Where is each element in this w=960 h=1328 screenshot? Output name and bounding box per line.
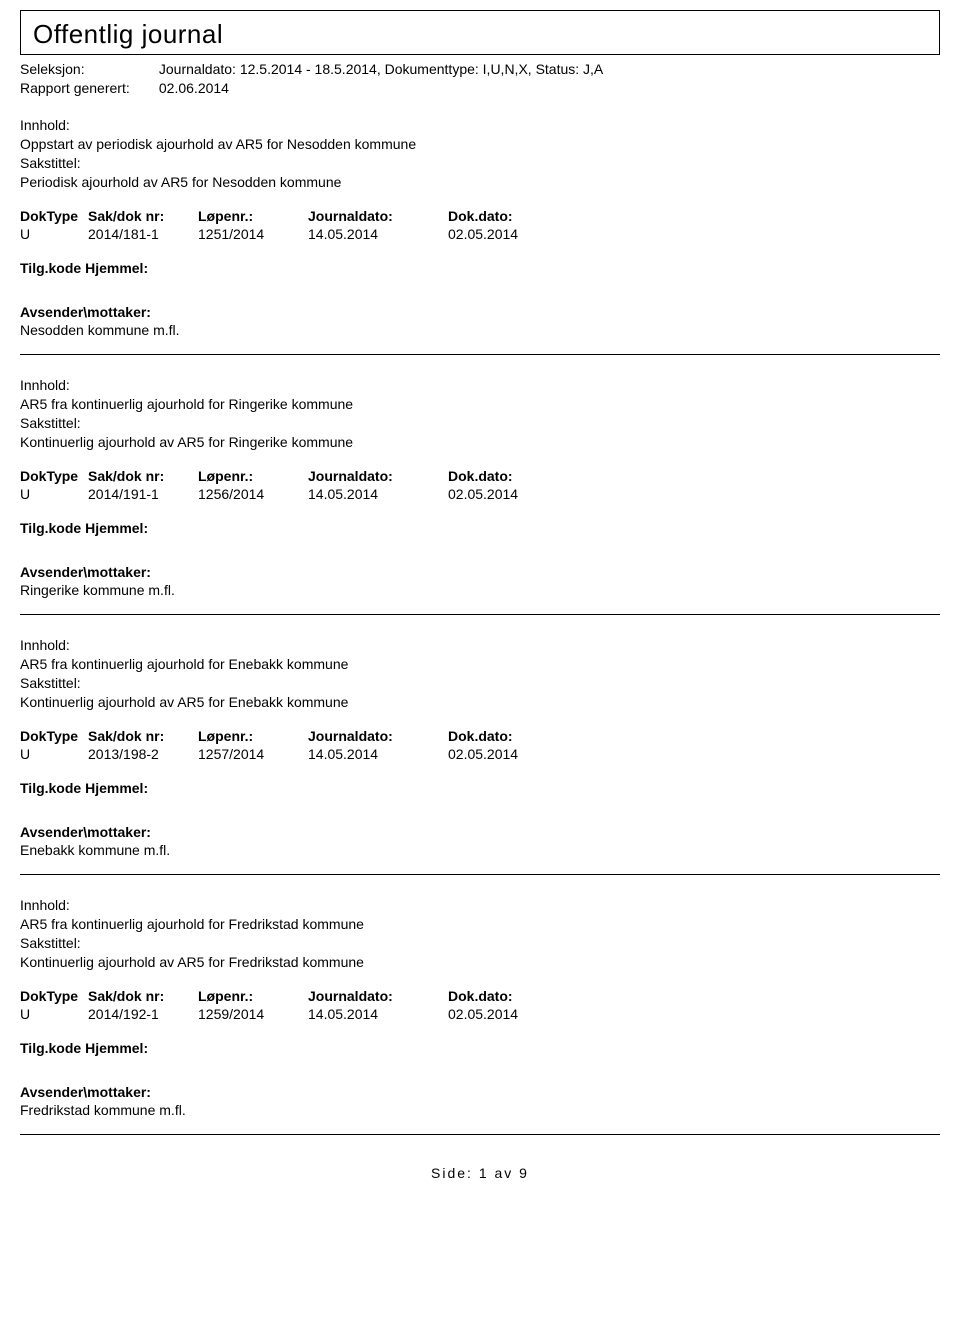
cell-dokdato: 02.05.2014: [448, 486, 558, 502]
avsender-text: Enebakk kommune m.fl.: [20, 842, 940, 858]
entry-table-headers: DokType Sak/dok nr: Løpenr.: Journaldato…: [20, 208, 940, 224]
header-journaldato: Journaldato:: [308, 728, 448, 744]
innhold-label: Innhold:: [20, 117, 940, 133]
sakstittel-label: Sakstittel:: [20, 415, 940, 431]
header-dokdato: Dok.dato:: [448, 208, 558, 224]
entry-table-headers: DokType Sak/dok nr: Løpenr.: Journaldato…: [20, 468, 940, 484]
innhold-text: AR5 fra kontinuerlig ajourhold for Eneba…: [20, 656, 940, 672]
header-journaldato: Journaldato:: [308, 208, 448, 224]
page-title: Offentlig journal: [33, 19, 927, 50]
header-lopenr: Løpenr.:: [198, 988, 308, 1004]
entry-table-row: U 2014/192-1 1259/2014 14.05.2014 02.05.…: [20, 1006, 940, 1022]
rapport-value: 02.06.2014: [159, 80, 229, 96]
avsender-text: Fredrikstad kommune m.fl.: [20, 1102, 940, 1118]
journal-entry: Innhold: AR5 fra kontinuerlig ajourhold …: [20, 615, 940, 875]
cell-sakdoknr: 2014/192-1: [88, 1006, 198, 1022]
cell-sakdoknr: 2014/181-1: [88, 226, 198, 242]
rapport-label: Rapport generert:: [20, 80, 155, 96]
sakstittel-text: Kontinuerlig ajourhold av AR5 for Enebak…: [20, 694, 940, 710]
seleksjon-value: Journaldato: 12.5.2014 - 18.5.2014, Doku…: [159, 61, 603, 77]
innhold-label: Innhold:: [20, 897, 940, 913]
cell-dokdato: 02.05.2014: [448, 1006, 558, 1022]
header-doktype: DokType: [20, 988, 88, 1004]
innhold-text: Oppstart av periodisk ajourhold av AR5 f…: [20, 136, 940, 152]
seleksjon-row: Seleksjon: Journaldato: 12.5.2014 - 18.5…: [20, 61, 940, 77]
header-lopenr: Løpenr.:: [198, 208, 308, 224]
tilgkode-label: Tilg.kode Hjemmel:: [20, 1040, 940, 1056]
innhold-text: AR5 fra kontinuerlig ajourhold for Fredr…: [20, 916, 940, 932]
cell-doktype: U: [20, 226, 88, 242]
tilgkode-label: Tilg.kode Hjemmel:: [20, 520, 940, 536]
entry-table-headers: DokType Sak/dok nr: Løpenr.: Journaldato…: [20, 988, 940, 1004]
header-dokdato: Dok.dato:: [448, 468, 558, 484]
header-journaldato: Journaldato:: [308, 988, 448, 1004]
sakstittel-label: Sakstittel:: [20, 155, 940, 171]
header-sakdoknr: Sak/dok nr:: [88, 208, 198, 224]
rapport-row: Rapport generert: 02.06.2014: [20, 80, 940, 96]
seleksjon-label: Seleksjon:: [20, 61, 155, 77]
avsender-text: Ringerike kommune m.fl.: [20, 582, 940, 598]
header-dokdato: Dok.dato:: [448, 728, 558, 744]
header-lopenr: Løpenr.:: [198, 728, 308, 744]
journal-entry: Innhold: AR5 fra kontinuerlig ajourhold …: [20, 875, 940, 1135]
tilgkode-label: Tilg.kode Hjemmel:: [20, 260, 940, 276]
page-container: Offentlig journal Seleksjon: Journaldato…: [0, 0, 960, 1181]
entry-table-row: U 2014/191-1 1256/2014 14.05.2014 02.05.…: [20, 486, 940, 502]
innhold-text: AR5 fra kontinuerlig ajourhold for Ringe…: [20, 396, 940, 412]
cell-journaldato: 14.05.2014: [308, 1006, 448, 1022]
tilgkode-label: Tilg.kode Hjemmel:: [20, 780, 940, 796]
header-sakdoknr: Sak/dok nr:: [88, 468, 198, 484]
header-lopenr: Løpenr.:: [198, 468, 308, 484]
sakstittel-text: Periodisk ajourhold av AR5 for Nesodden …: [20, 174, 940, 190]
cell-lopenr: 1251/2014: [198, 226, 308, 242]
header-sakdoknr: Sak/dok nr:: [88, 728, 198, 744]
entry-table-row: U 2014/181-1 1251/2014 14.05.2014 02.05.…: [20, 226, 940, 242]
cell-lopenr: 1256/2014: [198, 486, 308, 502]
cell-journaldato: 14.05.2014: [308, 746, 448, 762]
avsender-label: Avsender\mottaker:: [20, 1084, 940, 1100]
avsender-label: Avsender\mottaker:: [20, 304, 940, 320]
journal-entry: Innhold: Oppstart av periodisk ajourhold…: [20, 99, 940, 355]
page-footer: Side: 1 av 9: [20, 1165, 940, 1181]
sakstittel-text: Kontinuerlig ajourhold av AR5 for Fredri…: [20, 954, 940, 970]
header-dokdato: Dok.dato:: [448, 988, 558, 1004]
cell-doktype: U: [20, 486, 88, 502]
cell-journaldato: 14.05.2014: [308, 486, 448, 502]
avsender-label: Avsender\mottaker:: [20, 824, 940, 840]
cell-dokdato: 02.05.2014: [448, 226, 558, 242]
header-journaldato: Journaldato:: [308, 468, 448, 484]
innhold-label: Innhold:: [20, 637, 940, 653]
journal-entry: Innhold: AR5 fra kontinuerlig ajourhold …: [20, 355, 940, 615]
entry-table-row: U 2013/198-2 1257/2014 14.05.2014 02.05.…: [20, 746, 940, 762]
cell-lopenr: 1257/2014: [198, 746, 308, 762]
cell-doktype: U: [20, 746, 88, 762]
title-box: Offentlig journal: [20, 10, 940, 55]
innhold-label: Innhold:: [20, 377, 940, 393]
sakstittel-label: Sakstittel:: [20, 935, 940, 951]
cell-doktype: U: [20, 1006, 88, 1022]
cell-sakdoknr: 2014/191-1: [88, 486, 198, 502]
header-doktype: DokType: [20, 208, 88, 224]
header-doktype: DokType: [20, 468, 88, 484]
sakstittel-label: Sakstittel:: [20, 675, 940, 691]
cell-sakdoknr: 2013/198-2: [88, 746, 198, 762]
header-sakdoknr: Sak/dok nr:: [88, 988, 198, 1004]
cell-journaldato: 14.05.2014: [308, 226, 448, 242]
entry-table-headers: DokType Sak/dok nr: Løpenr.: Journaldato…: [20, 728, 940, 744]
avsender-text: Nesodden kommune m.fl.: [20, 322, 940, 338]
cell-dokdato: 02.05.2014: [448, 746, 558, 762]
header-doktype: DokType: [20, 728, 88, 744]
avsender-label: Avsender\mottaker:: [20, 564, 940, 580]
cell-lopenr: 1259/2014: [198, 1006, 308, 1022]
sakstittel-text: Kontinuerlig ajourhold av AR5 for Ringer…: [20, 434, 940, 450]
